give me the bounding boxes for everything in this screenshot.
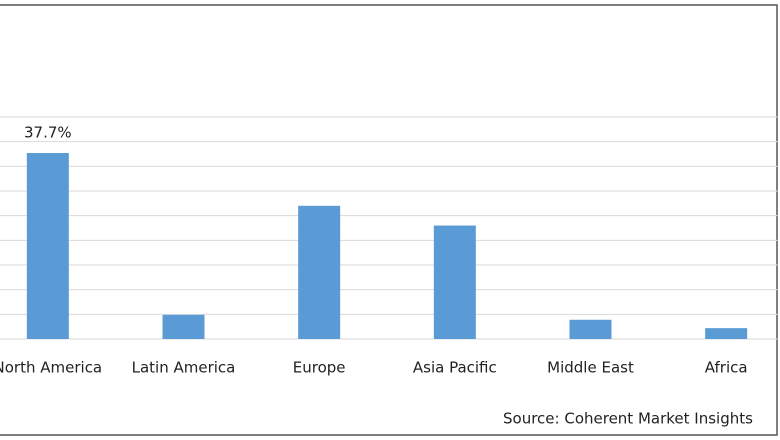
x-tick-label: Asia Pacific bbox=[413, 359, 497, 377]
x-tick-label: North America bbox=[0, 359, 102, 377]
data-label: 37.7% bbox=[24, 124, 72, 142]
bar bbox=[433, 225, 476, 339]
x-tick-label: Africa bbox=[705, 359, 748, 377]
chart-frame bbox=[0, 4, 778, 436]
plot: North America 37.7% Latin America Europe Asi… bbox=[0, 124, 748, 377]
bar bbox=[298, 205, 341, 339]
bar bbox=[705, 328, 748, 339]
x-tick-label: Middle East bbox=[547, 359, 634, 377]
bar bbox=[26, 153, 69, 339]
bar bbox=[569, 319, 612, 339]
x-tick-label: Latin America bbox=[132, 359, 236, 377]
x-tick-label: Europe bbox=[293, 359, 346, 377]
source-note: Source: Coherent Market Insights bbox=[503, 410, 753, 428]
grid bbox=[0, 116, 778, 340]
bar bbox=[162, 314, 205, 339]
